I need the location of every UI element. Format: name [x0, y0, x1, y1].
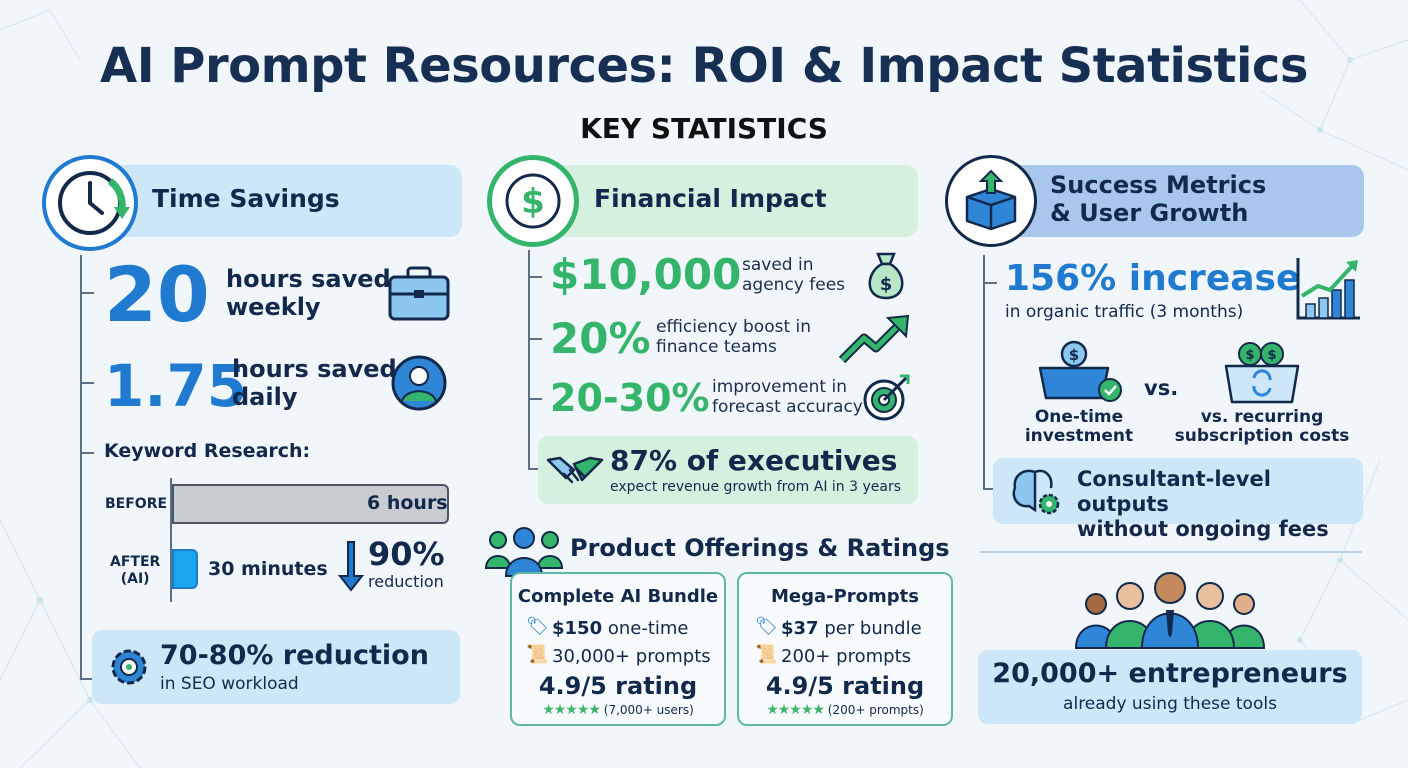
price-tag-icon: 🏷	[526, 616, 549, 637]
box-upload-icon	[945, 155, 1037, 247]
product-prompts: 200+ prompts	[781, 646, 911, 667]
timeline-tick	[528, 338, 542, 340]
timeline-tick	[80, 452, 94, 454]
consultant-box: Consultant-level outputs without ongoing…	[993, 458, 1363, 541]
handshake-icon	[546, 456, 604, 484]
timeline-tick	[528, 468, 542, 470]
daily-hours-value: 1.75	[104, 352, 248, 420]
dollar-icon: $	[487, 155, 579, 247]
forecast-label: improvement in forecast accuracy	[712, 377, 863, 417]
divider	[980, 551, 1362, 553]
timeline-tick	[80, 678, 94, 680]
after-label: AFTER (AI)	[110, 554, 161, 587]
agency-fees-value: $10,000	[550, 250, 742, 299]
vs-label: vs.	[1144, 376, 1179, 400]
weekly-hours-value: 20	[104, 250, 210, 339]
bar-chart-growth-icon	[1296, 258, 1360, 320]
financial-timeline	[528, 250, 530, 470]
efficiency-value: 20%	[550, 314, 651, 363]
star-rating: ★★★★★	[766, 702, 825, 718]
after-bar	[172, 549, 198, 589]
product-name: Complete AI Bundle	[517, 586, 719, 607]
product-price: $150 one-time	[552, 618, 689, 639]
seo-reduction-value: 70-80% reduction	[160, 640, 429, 671]
product-rating: 4.9/5 rating	[538, 672, 698, 700]
product-prompts: 30,000+ prompts	[552, 646, 711, 667]
page-subtitle: KEY STATISTICS	[580, 112, 828, 145]
subscription-icon: $ $	[1224, 342, 1300, 404]
user-avatar-icon	[391, 355, 447, 411]
entrepreneurs-label: already using these tools	[1063, 694, 1277, 714]
recurring-label: vs. recurring subscription costs	[1174, 407, 1350, 446]
weekly-hours-label: hours saved weekly	[226, 265, 391, 321]
svg-text:$: $	[880, 274, 893, 295]
after-value: 30 minutes	[208, 558, 328, 580]
piggy-investment-icon: $	[1038, 340, 1122, 402]
product-name: Mega-Prompts	[770, 586, 920, 607]
timeline-tick	[528, 276, 542, 278]
time-savings-title: Time Savings	[152, 184, 340, 213]
onetime-label: One-time investment	[1024, 407, 1134, 446]
product-rating-footer: ★★★★★ (7,000+ users)	[542, 702, 694, 718]
success-timeline	[983, 255, 985, 490]
seo-reduction-box: 70-80% reduction in SEO workload	[92, 630, 460, 704]
time-savings-header: Time Savings	[90, 165, 462, 237]
arrow-down-icon	[338, 541, 364, 592]
product-rating-footer: ★★★★★ (200+ prompts)	[766, 702, 924, 718]
star-rating: ★★★★★	[542, 702, 601, 718]
executives-value: 87% of executives	[610, 444, 898, 477]
gear-icon	[111, 649, 147, 685]
price-tag-icon: 🏷	[755, 616, 778, 637]
trend-up-icon	[838, 314, 910, 364]
product-card: Mega-Prompts 🏷 $37 per bundle 📜 200+ pro…	[737, 572, 953, 726]
entrepreneurs-value: 20,000+ entrepreneurs	[992, 658, 1348, 689]
executives-box: 87% of executives expect revenue growth …	[538, 436, 918, 504]
products-title: Product Offerings & Ratings	[570, 534, 950, 562]
brain-gear-icon	[1012, 469, 1060, 515]
users-group-icon	[484, 527, 564, 577]
entrepreneurs-group-icon	[1074, 572, 1266, 649]
timeline-tick	[983, 488, 997, 490]
svg-text:$: $	[1069, 346, 1079, 364]
timeline-tick	[528, 398, 542, 400]
briefcase-icon	[388, 266, 450, 321]
product-card: Complete AI Bundle 🏷 $150 one-time 📜 30,…	[510, 572, 726, 726]
success-header: Success Metrics & User Growth	[992, 165, 1364, 237]
reduction-label: reduction	[368, 572, 444, 591]
success-title: Success Metrics & User Growth	[1050, 171, 1267, 227]
executives-label: expect revenue growth from AI in 3 years	[610, 479, 902, 495]
money-bag-icon: $	[868, 252, 904, 300]
document-icon: 📜	[755, 644, 778, 665]
before-value: 6 hours	[367, 492, 448, 514]
timeline-tick	[80, 292, 94, 294]
consultant-text: Consultant-level outputs without ongoing…	[1077, 467, 1329, 542]
clock-icon	[42, 155, 138, 251]
timeline-tick	[983, 282, 997, 284]
svg-text:$: $	[1267, 348, 1276, 363]
efficiency-label: efficiency boost in finance teams	[656, 317, 812, 357]
time-savings-timeline	[80, 255, 82, 680]
seo-reduction-label: in SEO workload	[160, 674, 299, 694]
target-icon	[863, 374, 910, 421]
agency-fees-label: saved in agency fees	[742, 255, 846, 295]
timeline-tick	[80, 382, 94, 384]
svg-text:$: $	[521, 182, 545, 222]
traffic-increase-label: in organic traffic (3 months)	[1005, 302, 1244, 322]
document-icon: 📜	[526, 644, 549, 665]
forecast-value: 20-30%	[550, 376, 710, 420]
daily-hours-label: hours saved daily	[232, 355, 397, 411]
before-bar	[172, 484, 449, 524]
product-price: $37 per bundle	[781, 618, 922, 639]
entrepreneurs-box: 20,000+ entrepreneurs already using thes…	[978, 650, 1362, 724]
financial-title: Financial Impact	[594, 184, 827, 213]
before-label: BEFORE	[105, 496, 168, 512]
chart-axis	[170, 478, 172, 602]
keyword-research-label: Keyword Research:	[104, 440, 311, 462]
traffic-increase-value: 156% increase	[1005, 258, 1301, 299]
page-title: AI Prompt Resources: ROI & Impact Statis…	[100, 38, 1308, 94]
reduction-percent: 90%	[368, 535, 445, 573]
financial-header: Financial Impact	[540, 165, 918, 237]
product-rating: 4.9/5 rating	[765, 672, 925, 700]
svg-text:$: $	[1245, 348, 1254, 363]
